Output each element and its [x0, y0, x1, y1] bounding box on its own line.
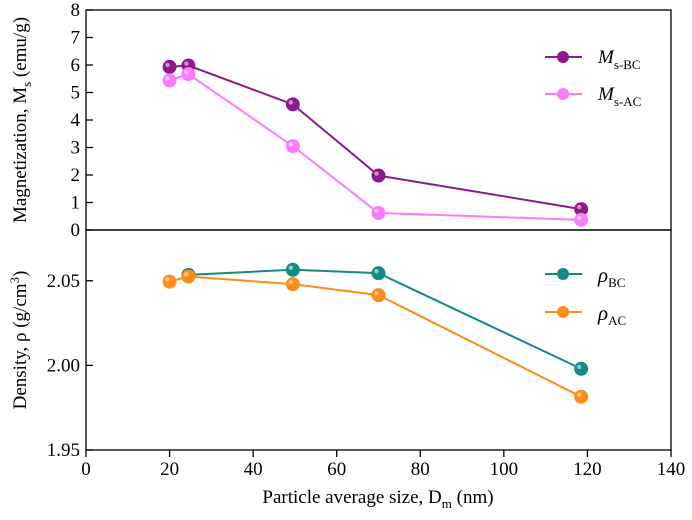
top-y-title-sub: s — [19, 82, 34, 87]
legend-text-rho-ac-sub: AC — [608, 313, 626, 328]
top-legend: Ms-BC Ms-AC — [545, 47, 641, 109]
legend-marker-rho-ac — [557, 306, 569, 318]
data-point — [371, 266, 386, 281]
legend-label-ms-bc: Ms-BC — [597, 47, 641, 72]
data-point — [162, 274, 177, 289]
legend-text-ms-ac-sub: s-AC — [614, 94, 641, 109]
data-point-highlight — [576, 392, 582, 397]
y-tick-label: 1.95 — [47, 440, 80, 461]
data-point-highlight — [165, 277, 170, 282]
top-panel-series — [162, 58, 589, 227]
legend-text-ms-bc-main: M — [597, 47, 615, 68]
y-tick-label: 7 — [71, 28, 81, 49]
data-point-highlight — [288, 100, 294, 105]
data-point — [574, 361, 589, 376]
data-point-highlight — [165, 62, 170, 68]
bottom-y-title-sup: 3 — [7, 277, 22, 284]
legend-label-rho-ac: ρAC — [597, 301, 626, 328]
data-point-highlight — [374, 290, 379, 296]
top-y-axis-title: Magnetization, Ms (emu/g) — [10, 17, 34, 223]
data-point-highlight — [184, 69, 189, 75]
data-point — [285, 262, 300, 277]
top-panel-frame — [85, 9, 672, 231]
y-tick-label: 2 — [71, 165, 81, 186]
y-tick-label: 8 — [71, 0, 81, 21]
data-point-highlight — [374, 208, 379, 214]
bottom-y-title-units: ) — [10, 271, 31, 277]
data-point — [181, 67, 196, 82]
data-point — [371, 288, 386, 303]
legend-label-rho-bc: ρBC — [597, 263, 625, 290]
data-point — [574, 212, 589, 227]
legend-text-rho-bc-main: ρ — [597, 263, 608, 287]
y-tick-label: 2.00 — [47, 355, 80, 376]
data-point-highlight — [288, 265, 294, 270]
legend-text-ms-ac-main: M — [597, 84, 615, 105]
x-tick-label: 0 — [81, 459, 91, 480]
x-tick-label: 60 — [327, 459, 346, 480]
data-point — [162, 73, 177, 88]
x-axis-title: Particle average size, Dm (nm) — [262, 487, 493, 511]
y-tick-label: 5 — [71, 83, 81, 104]
x-title-sub: m — [442, 496, 452, 511]
data-point — [181, 269, 196, 284]
legend-text-rho-ac-main: ρ — [597, 301, 608, 325]
x-tick-label: 80 — [411, 459, 430, 480]
data-point — [285, 277, 300, 292]
bottom-legend: ρBC ρAC — [545, 263, 626, 328]
data-point-highlight — [576, 364, 582, 369]
data-point-highlight — [288, 279, 294, 285]
y-tick-label: 0 — [71, 220, 81, 241]
data-point-highlight — [576, 215, 582, 221]
legend-text-ms-bc-sub: s-BC — [614, 57, 641, 72]
data-point — [285, 97, 300, 112]
x-title-units: (nm) — [452, 487, 494, 508]
y-tick-label: 2.05 — [47, 271, 80, 292]
x-tick-label: 40 — [244, 459, 263, 480]
y-tick-label: 6 — [71, 55, 81, 76]
x-tick-label: 140 — [657, 459, 686, 480]
bottom-y-axis: 1.95 2.00 2.05 — [47, 271, 93, 461]
top-y-axis: 0 1 2 3 4 5 6 7 8 — [71, 0, 93, 241]
legend-marker-ms-ac — [557, 88, 569, 100]
x-tick-label: 120 — [573, 459, 602, 480]
data-point — [574, 389, 589, 404]
data-point-highlight — [288, 141, 294, 147]
bottom-panel-series — [162, 262, 589, 404]
series-line — [188, 268, 582, 370]
data-point-highlight — [374, 171, 379, 176]
legend-marker-ms-bc — [557, 51, 569, 63]
data-point — [285, 139, 300, 154]
data-point — [371, 205, 386, 220]
x-title-main: Particle average size, D — [262, 487, 441, 508]
y-tick-label: 3 — [71, 138, 81, 159]
bottom-y-axis-title: Density, ρ (g/cm3) — [7, 271, 31, 410]
data-point-highlight — [576, 204, 582, 210]
y-tick-label: 1 — [71, 193, 81, 214]
data-point-highlight — [184, 272, 189, 277]
y-tick-label: 4 — [71, 110, 81, 131]
top-y-title-units: (emu/g) — [10, 17, 31, 82]
top-y-title-main: Magnetization, M — [10, 87, 31, 223]
data-point-highlight — [374, 268, 379, 274]
data-point — [162, 59, 177, 74]
series-line — [169, 64, 582, 211]
bottom-y-title-main: Density, ρ (g/cm — [10, 283, 31, 409]
legend-text-rho-bc-sub: BC — [608, 275, 625, 290]
x-axis: 0 20 40 60 80 100 120 140 — [81, 450, 685, 480]
data-point — [371, 168, 386, 183]
x-tick-label: 100 — [490, 459, 519, 480]
data-point-highlight — [165, 76, 170, 81]
legend-marker-rho-bc — [557, 268, 569, 280]
legend-label-ms-ac: Ms-AC — [597, 84, 641, 109]
x-tick-label: 20 — [160, 459, 179, 480]
data-point-highlight — [184, 61, 189, 66]
bottom-panel-frame — [85, 229, 672, 451]
